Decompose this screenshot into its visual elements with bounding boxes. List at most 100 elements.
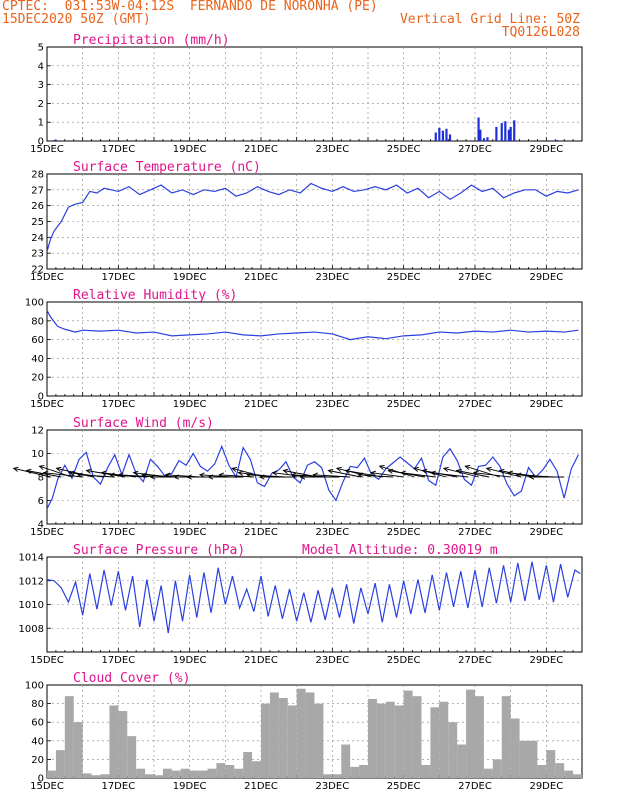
cloud-cover-bar xyxy=(350,766,360,778)
wind-xtick-label: 25DEC xyxy=(387,527,421,538)
pressure-xtick-label: 21DEC xyxy=(244,655,278,666)
temperature-title: Surface Temperature (nC) xyxy=(73,160,261,175)
cloud-cover-bar xyxy=(546,750,556,778)
cloud-cover-bar xyxy=(207,768,217,778)
precipitation-bar xyxy=(438,127,441,141)
cloud-cover-bar xyxy=(296,688,306,778)
humidity-ytick-label: 40 xyxy=(31,354,44,365)
humidity-series-line xyxy=(46,310,579,341)
cloud-cover-bar xyxy=(189,770,199,778)
cloud-cover-bar xyxy=(234,768,244,778)
pressure-xtick-label: 29DEC xyxy=(529,655,563,666)
wind-xtick-label: 21DEC xyxy=(244,527,278,538)
precipitation-bar xyxy=(495,126,498,141)
wind-arrow-head xyxy=(290,472,297,478)
cloud-cover-bar xyxy=(136,768,146,778)
cloud-cover-bar xyxy=(564,770,574,778)
precipitation-ytick-label: 2 xyxy=(38,99,44,110)
precipitation-bar xyxy=(445,128,448,141)
humidity-xtick-label: 29DEC xyxy=(529,399,563,410)
wind-arrow-head xyxy=(507,470,513,476)
cloud-cover-bar xyxy=(537,764,547,778)
cloud-cover-xtick-label: 15DEC xyxy=(30,781,64,792)
cloud-cover-bar xyxy=(64,696,74,778)
precipitation-bar xyxy=(555,140,559,141)
header-model-code: TQ0126L028 xyxy=(501,25,580,40)
wind-arrow xyxy=(13,467,51,478)
pressure-xtick-label: 19DEC xyxy=(173,655,207,666)
humidity-xtick-label: 15DEC xyxy=(30,399,64,410)
cloud-cover-bar xyxy=(287,705,297,778)
cloud-cover-xtick-label: 19DEC xyxy=(173,781,207,792)
wind-arrow-head xyxy=(198,472,205,478)
temperature-xtick-label: 27DEC xyxy=(458,272,492,283)
temperature-xtick-label: 21DEC xyxy=(244,272,278,283)
wind-panel: 4 6 8 10 12 15DEC 17DEC 19DEC 21DEC 23DEC 25DEC 27D… xyxy=(12,416,583,538)
wind-arrow-head xyxy=(344,468,351,474)
cloud-cover-bar xyxy=(252,761,261,778)
wind-arrow-head xyxy=(164,472,171,478)
cloud-cover-bar xyxy=(341,744,351,778)
wind-xtick-label: 27DEC xyxy=(458,527,492,538)
wind-arrow-head xyxy=(25,468,32,474)
wind-arrow xyxy=(26,470,62,478)
wind-arrow-head xyxy=(55,466,62,472)
temperature-ytick-label: 23 xyxy=(31,249,44,260)
precipitation-panel: 0 1 2 3 4 5 15DEC 17DEC 19DEC 21DEC 23DEC 25DEC 27DE… xyxy=(30,33,583,155)
cloud-cover-bar xyxy=(278,698,288,778)
precipitation-bar xyxy=(509,126,512,141)
wind-arrow-head xyxy=(245,472,252,478)
precipitation-xtick-label: 21DEC xyxy=(244,144,278,155)
wind-arrow xyxy=(443,467,479,478)
wind-arrow-head xyxy=(207,474,214,480)
wind-arrow-head xyxy=(335,466,342,472)
cloud-cover-ytick-label: 80 xyxy=(31,699,44,710)
temperature-ytick-label: 28 xyxy=(31,170,44,181)
precipitation-bar xyxy=(448,134,452,141)
wind-arrow-head xyxy=(387,468,394,474)
temperature-xtick-label: 25DEC xyxy=(387,272,421,283)
wind-arrow-head xyxy=(327,468,334,474)
precipitation-frame xyxy=(46,46,583,142)
cloud-cover-bar xyxy=(430,707,440,778)
wind-arrow-head xyxy=(237,470,244,476)
cloud-cover-panel: 0 20 40 60 80 100 15DEC 17DEC 19DEC 21DEC 23DEC 25D… xyxy=(25,671,583,792)
cloud-cover-bar xyxy=(243,751,253,778)
cloud-cover-ytick-label: 0 xyxy=(38,774,44,785)
wind-arrow-head xyxy=(442,466,449,472)
humidity-xtick-label: 19DEC xyxy=(173,399,207,410)
wind-arrow-head xyxy=(12,466,19,472)
wind-arrow-head xyxy=(498,468,505,474)
cloud-cover-ytick-label: 40 xyxy=(31,736,44,747)
precipitation-xtick-label: 27DEC xyxy=(458,144,492,155)
wind-arrow xyxy=(219,474,254,478)
header-grid-note: Vertical Grid Line: 50Z xyxy=(399,12,580,27)
cloud-cover-bar xyxy=(91,775,101,778)
cloud-cover-bar xyxy=(475,696,484,778)
cloud-cover-bar xyxy=(171,770,181,778)
cloud-cover-bar xyxy=(448,722,458,778)
wind-arrow-head xyxy=(132,470,139,476)
pressure-xtick-label: 27DEC xyxy=(458,655,492,666)
cloud-cover-bar xyxy=(439,701,449,778)
humidity-xtick-label: 23DEC xyxy=(315,399,349,410)
precipitation-xtick-label: 17DEC xyxy=(101,144,135,155)
precipitation-title: Precipitation (mm/h) xyxy=(73,33,230,48)
wind-arrow-head xyxy=(42,470,49,476)
cloud-cover-bar xyxy=(457,744,467,778)
pressure-xtick-label: 15DEC xyxy=(30,655,64,666)
wind-series-line xyxy=(46,444,579,509)
cloud-cover-bar xyxy=(216,763,226,778)
wind-arrow-head xyxy=(370,470,377,476)
precipitation-bar xyxy=(477,117,480,141)
wind-arrow-head xyxy=(218,472,224,478)
wind-arrow-head xyxy=(528,474,535,480)
pressure-title: Surface Pressure (hPa) xyxy=(73,543,245,558)
pressure-ytick-label: 1012 xyxy=(19,576,44,587)
wind-arrow-head xyxy=(282,468,289,474)
cloud-cover-bar xyxy=(573,774,582,778)
wind-arrow xyxy=(328,470,361,478)
precipitation-bar xyxy=(482,138,486,141)
cloud-cover-bar xyxy=(528,740,538,778)
cloud-cover-bar xyxy=(466,689,475,778)
